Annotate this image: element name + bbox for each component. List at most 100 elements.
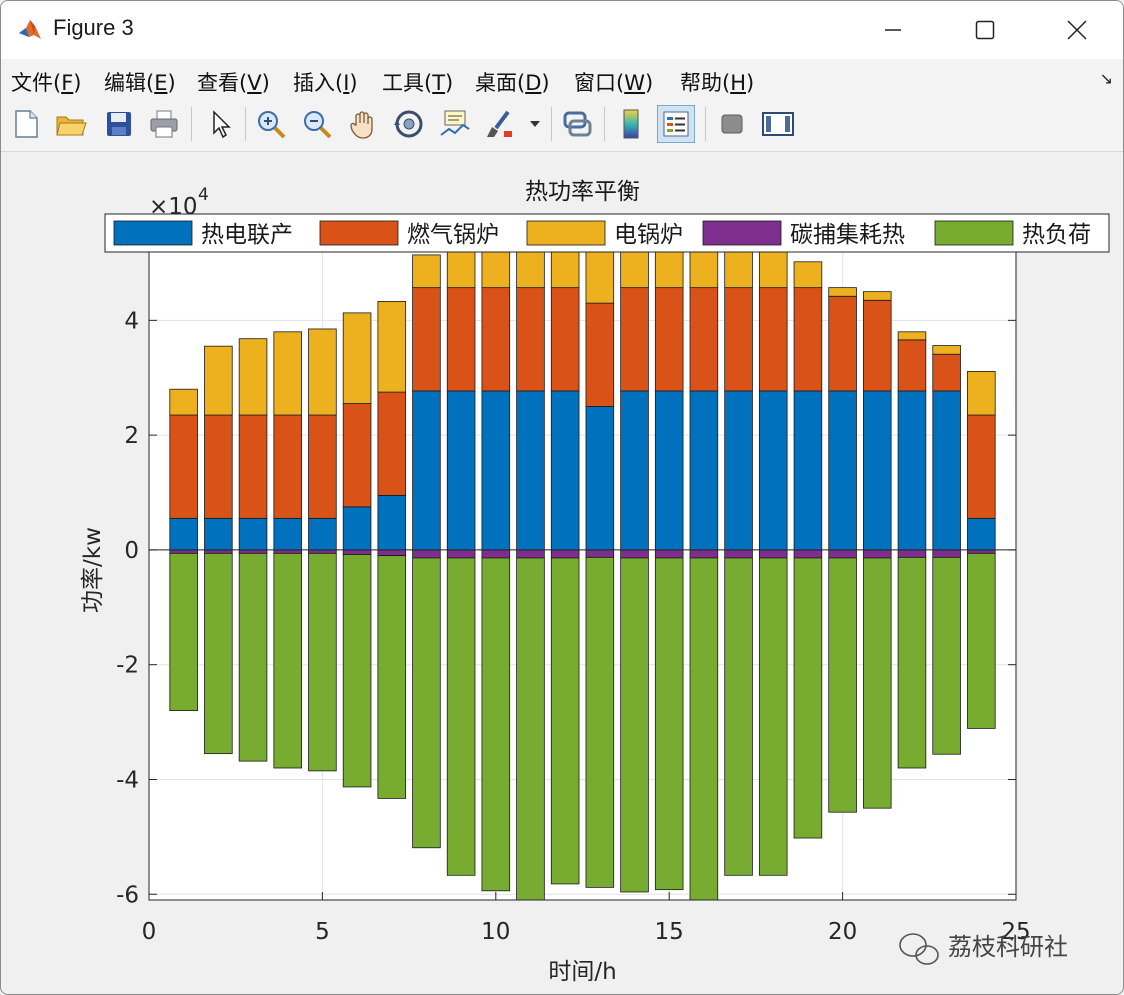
bar-segment [516,549,545,559]
data-cursor-button[interactable] [436,105,474,143]
bar-segment [342,403,372,508]
legend-swatch [319,220,399,246]
brush-dropdown[interactable] [525,105,545,143]
brush-button[interactable] [482,105,520,143]
bar-segment [863,390,892,551]
toolbar-separator [705,107,706,141]
legend-entry-label: 燃气锅炉 [407,222,499,248]
colorbar-button[interactable] [612,105,650,143]
bar-segment [585,556,615,888]
minimize-icon [885,29,901,31]
bar-segment [967,414,996,519]
bar-segment [412,254,441,289]
save-button[interactable] [100,105,138,143]
bar-segment [273,414,302,519]
brush-icon [487,110,512,137]
bar-segment [585,302,615,407]
bar-segment [169,388,198,416]
close-icon [1067,20,1087,40]
watermark-text: 荔枝科研社 [948,933,1068,961]
y-tick-label: 4 [124,308,139,334]
bar-segment [238,517,268,551]
bar-segment [967,371,996,416]
toolbar-separator [604,107,605,141]
legend-swatch [526,220,606,246]
bar-segment [308,517,337,551]
toolbar-separator [551,107,552,141]
close-button[interactable] [1031,1,1123,59]
chevron-down-icon [530,121,540,127]
pan-button[interactable] [344,105,382,143]
y-tick-label: 0 [124,538,139,564]
bar-segment [793,287,823,392]
zoom-out-icon [304,111,332,139]
bar-segment [377,301,407,393]
bar-segment [169,549,198,554]
x-tick-label: 0 [142,919,157,945]
print-button[interactable] [145,105,183,143]
bar-segment [620,390,649,551]
y-tick-label: -4 [116,767,139,793]
x-tick-label: 15 [655,919,684,945]
bar-segment [342,506,372,551]
bar-segment [204,549,233,554]
menu-edit[interactable]: 编辑(E) [104,71,176,95]
bar-segment [897,556,927,769]
bar-segment [654,557,684,891]
new-file-button[interactable] [7,105,45,143]
title-bar: Figure 3 [1,1,1123,59]
window-title: Figure 3 [53,15,134,40]
rotate-3d-button[interactable] [390,105,428,143]
menu-help[interactable]: 帮助(H) [680,71,755,95]
bar-segment [169,552,198,712]
figure-canvas: 0 5 10 15 20 25 -6 -4 -2 0 2 4 ×10 4 热功率平衡 时间/h 功率/kw 热电… [2,152,1122,994]
hide-plot-tools-button[interactable] [713,105,751,143]
bar-segment [169,414,198,519]
y-tick-label: 2 [124,423,139,449]
zoom-out-button[interactable] [298,105,336,143]
show-plot-tools-button[interactable] [759,105,797,143]
y-exponent-power: 4 [198,185,209,205]
menu-desktop[interactable]: 桌面(D) [475,71,550,95]
bar-segment [758,390,788,551]
bar-segment [446,287,476,392]
bar-segment [932,549,961,558]
bar-segment [446,390,476,551]
menu-view[interactable]: 查看(V) [197,71,270,95]
bar-segment [412,390,441,551]
menu-insert[interactable]: 插入(I) [293,71,358,95]
bar-segment [481,287,511,392]
menu-file[interactable]: 文件(F) [11,71,82,95]
bar-segment [897,549,927,558]
maximize-icon [975,20,995,40]
dock-arrow-icon[interactable]: ↘ [1099,69,1113,88]
bar-segment [273,331,302,416]
bar-segment [412,557,441,849]
menu-window[interactable]: 窗口(W) [574,71,654,95]
bar-segment [446,549,476,559]
bar-segment [932,345,961,355]
pointer-icon [213,110,231,139]
minimize-button[interactable] [847,1,939,59]
link-plot-button[interactable] [558,105,596,143]
legend-button[interactable] [657,105,695,143]
open-folder-icon [56,116,87,136]
y-tick-label: -6 [116,882,139,908]
legend-entry-label: 碳捕集耗热 [790,222,905,248]
toolbar-separator [191,107,192,141]
bar-segment [897,390,927,551]
zoom-in-button[interactable] [252,105,290,143]
bar-segment [793,390,823,551]
menu-tools[interactable]: 工具(T) [382,71,454,95]
rotate-3d-icon [394,110,423,138]
chart-title: 热功率平衡 [525,179,640,205]
maximize-button[interactable] [939,1,1031,59]
bar-segment [585,406,615,551]
bar-segment [342,549,372,555]
pointer-button[interactable] [201,105,239,143]
bar-segment [689,390,719,551]
bar-segment [204,345,233,416]
bar-segment [967,517,996,551]
open-button[interactable] [52,105,90,143]
